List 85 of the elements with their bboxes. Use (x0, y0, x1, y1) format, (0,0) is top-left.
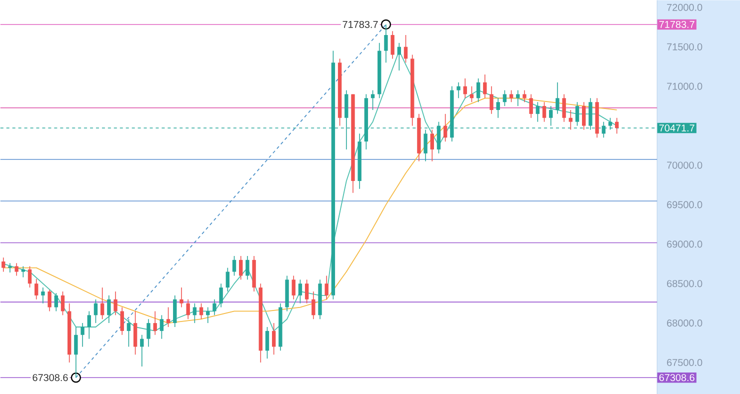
y-tick-label: 69000.0 (667, 240, 702, 248)
candlestick (568, 109, 573, 130)
candlestick (87, 310, 91, 340)
candlestick (114, 290, 118, 316)
candlestick (192, 302, 197, 324)
candlestick (370, 90, 375, 110)
candlestick (430, 129, 434, 162)
candlestick (582, 102, 586, 130)
candlestick (443, 113, 448, 142)
y-tick-label: 68000.0 (667, 319, 702, 326)
candlestick (100, 286, 104, 320)
candlestick (516, 90, 520, 106)
candlestick (8, 262, 12, 273)
candlestick (239, 255, 243, 280)
y-tick-label: 72000.0 (667, 4, 702, 11)
candlestick (74, 326, 78, 378)
candlestick (304, 279, 309, 304)
candlestick (133, 310, 138, 355)
candlestick (41, 286, 45, 304)
candlestick (160, 314, 164, 340)
candlestick (212, 298, 216, 316)
y-tick-label: 67500.0 (667, 358, 702, 366)
candlestick (575, 102, 580, 126)
candlestick (246, 255, 250, 280)
candlestick (542, 102, 546, 122)
candlestick (404, 34, 408, 63)
candlestick (34, 278, 38, 300)
candlestick (2, 256, 6, 272)
candlestick (140, 334, 144, 367)
candlestick (173, 294, 177, 328)
ref-line-label: 71783.7 (659, 20, 694, 28)
y-tick-label: 71000.0 (667, 82, 702, 90)
candlestick (265, 326, 270, 359)
ref-line-label: 70471.7 (659, 124, 694, 132)
ref-line-label: 67308.6 (659, 374, 694, 381)
candlestick (219, 283, 223, 308)
candlestick (470, 86, 474, 102)
candlestick (476, 78, 480, 102)
candlestick (614, 117, 619, 134)
candlestick (509, 90, 514, 102)
candlestick (199, 302, 204, 320)
candlestick (312, 290, 316, 320)
candlestick (490, 86, 494, 114)
candlestick (456, 82, 460, 98)
candlestick (298, 279, 302, 304)
y-tick-label: 71500.0 (667, 43, 702, 50)
candlestick (496, 98, 500, 118)
candlestick (120, 306, 124, 336)
candlestick (186, 298, 190, 320)
candlestick (384, 24, 388, 63)
candlestick (146, 318, 150, 347)
candlestick (483, 74, 487, 98)
candlestick (529, 94, 533, 118)
candlestick (94, 298, 98, 324)
y-tick-label: 69500.0 (667, 200, 702, 208)
y-tick-label: 68500.0 (667, 280, 702, 287)
candlestick (226, 267, 230, 292)
candlestick (206, 306, 210, 324)
candlestick (153, 310, 157, 336)
candlestick (397, 42, 402, 71)
candlestick (556, 82, 560, 114)
candlestick (28, 266, 32, 288)
candlestick (272, 322, 276, 355)
candlestick (14, 262, 18, 276)
candlestick (502, 90, 507, 106)
candlestick (232, 255, 236, 276)
candlestick (107, 294, 111, 324)
y-tick-label: 70000.0 (667, 162, 702, 169)
candlestick (48, 289, 52, 312)
candlestick (180, 286, 184, 308)
candlestick (390, 30, 394, 59)
candlestick (562, 94, 566, 122)
candlestick (324, 275, 328, 300)
candlestick (522, 90, 526, 102)
candlestick (536, 102, 540, 122)
candlestick (166, 306, 170, 328)
candlestick (21, 266, 26, 278)
candlestick (463, 78, 467, 98)
annotation: 71783.7 (342, 20, 378, 28)
candlestick (292, 275, 296, 300)
candlestick (126, 318, 131, 347)
candlestick (54, 292, 58, 312)
candlestick (80, 322, 84, 347)
annotation: 67308.6 (32, 374, 68, 381)
candlestick (60, 290, 65, 316)
